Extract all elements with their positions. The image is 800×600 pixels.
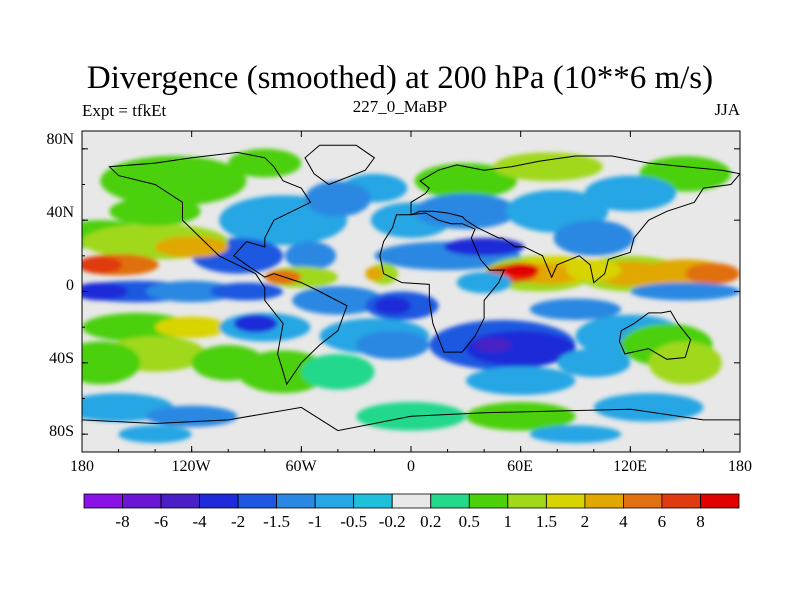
lat-label-40n: 40N xyxy=(46,204,74,221)
colorbar-label: 1.5 xyxy=(535,512,558,531)
field-blob xyxy=(685,263,740,285)
colorbar-swatch xyxy=(507,493,547,509)
lat-label-0: 0 xyxy=(66,277,74,294)
field-blob xyxy=(155,316,229,338)
coastline-segment xyxy=(410,155,740,284)
coastline-segment xyxy=(618,310,692,360)
coastline-segment xyxy=(379,212,505,353)
colorbar-swatch xyxy=(314,493,355,509)
field-blob xyxy=(648,341,722,385)
colorbar-label: -0.2 xyxy=(378,512,406,531)
colorbar-swatch xyxy=(199,493,239,509)
field-blob xyxy=(557,348,631,378)
colorbar-swatch xyxy=(83,493,123,509)
colorbar-label: -8 xyxy=(115,512,130,531)
field-blob xyxy=(82,255,123,274)
field-blob xyxy=(356,330,430,360)
colorbar-swatch xyxy=(276,493,316,509)
lon-label-0: 0 xyxy=(407,458,415,475)
colorbar-swatch xyxy=(623,493,663,509)
map-title: Divergence (smoothed) at 200 hPa (10**6 … xyxy=(86,60,714,96)
colorbar-label: -1 xyxy=(308,512,323,531)
axis-ticks xyxy=(81,131,741,452)
colorbar-swatch xyxy=(430,493,470,509)
lat-label-80s: 80S xyxy=(49,423,74,440)
field-blob xyxy=(465,402,576,431)
field-blob xyxy=(100,155,247,206)
colorbar-label: -0.5 xyxy=(340,512,368,531)
colorbar-label: -6 xyxy=(154,512,169,531)
colorbar-label: 0.5 xyxy=(458,512,480,531)
field-blob xyxy=(305,181,371,217)
colorbar-label: 4 xyxy=(619,512,628,531)
colorbar-swatch xyxy=(160,493,201,509)
field-blob xyxy=(233,314,278,333)
colorbar-swatch xyxy=(661,493,701,509)
coastline-segment xyxy=(304,144,376,186)
field-blob xyxy=(292,286,384,315)
colorbar-label: -4 xyxy=(192,512,207,531)
colorbar-swatch xyxy=(700,493,740,509)
colorbar-label: 6 xyxy=(657,512,667,531)
lon-label-180e: 180 xyxy=(728,458,752,475)
field-blob xyxy=(502,263,539,278)
colorbar-swatch xyxy=(391,493,432,509)
colorbar xyxy=(83,493,740,509)
coastline-segment xyxy=(82,406,740,432)
field-blob xyxy=(630,282,740,301)
field-blob xyxy=(566,259,622,281)
field-blob xyxy=(146,280,238,303)
colorbar-swatch xyxy=(353,493,393,509)
colorbar-swatch xyxy=(122,493,162,509)
field-blob xyxy=(109,197,201,226)
colorbar-swatch xyxy=(237,493,278,509)
colorbar-swatch xyxy=(468,493,509,509)
field-blob xyxy=(456,271,512,294)
colorbar-label: 0.2 xyxy=(420,512,442,531)
colorbar-label: -2 xyxy=(231,512,246,531)
lon-label-60w: 60W xyxy=(285,458,317,475)
field-blob xyxy=(284,241,337,271)
field-blob xyxy=(155,236,229,258)
colorbar-label: 8 xyxy=(696,512,705,531)
field-blob xyxy=(529,298,622,320)
colorbar-swatch xyxy=(584,493,624,509)
field-blob xyxy=(82,312,192,342)
field-blob xyxy=(443,238,525,256)
field-blob xyxy=(493,152,603,181)
field-blob xyxy=(228,148,302,178)
lat-label-80n: 80N xyxy=(46,131,74,148)
field-blob xyxy=(465,366,576,396)
lon-label-120w: 120W xyxy=(171,458,211,475)
colorbar-label: 1 xyxy=(503,512,513,531)
lon-label-180w: 180 xyxy=(70,458,94,475)
field-blob xyxy=(374,296,412,315)
field-blob xyxy=(529,425,622,444)
field-blob xyxy=(209,282,284,301)
lon-label-120e: 120E xyxy=(613,458,647,475)
colorbar-swatch xyxy=(546,493,586,509)
field-blob xyxy=(301,354,375,390)
experiment-label: Expt = tfkEt xyxy=(82,101,167,120)
field-blob xyxy=(82,341,141,385)
colorbar-label: -1.5 xyxy=(263,512,291,531)
field-blob xyxy=(414,163,517,199)
season-label: JJA xyxy=(714,100,740,119)
field-blob xyxy=(365,266,384,281)
field-blob xyxy=(146,405,238,427)
lat-label-40s: 40S xyxy=(49,350,74,367)
field-blob xyxy=(584,175,676,212)
divergence-field xyxy=(82,148,740,444)
field-blob xyxy=(593,393,704,422)
coastline-segment xyxy=(108,151,348,386)
field-blob xyxy=(118,425,192,444)
case-label: 227_0_MaBP xyxy=(352,97,448,116)
field-blob xyxy=(82,282,128,301)
colorbar-label: 2 xyxy=(580,512,590,531)
coastline xyxy=(82,144,740,432)
field-blob xyxy=(475,337,512,353)
field-blob xyxy=(553,220,634,256)
lon-label-60e: 60E xyxy=(507,458,533,475)
